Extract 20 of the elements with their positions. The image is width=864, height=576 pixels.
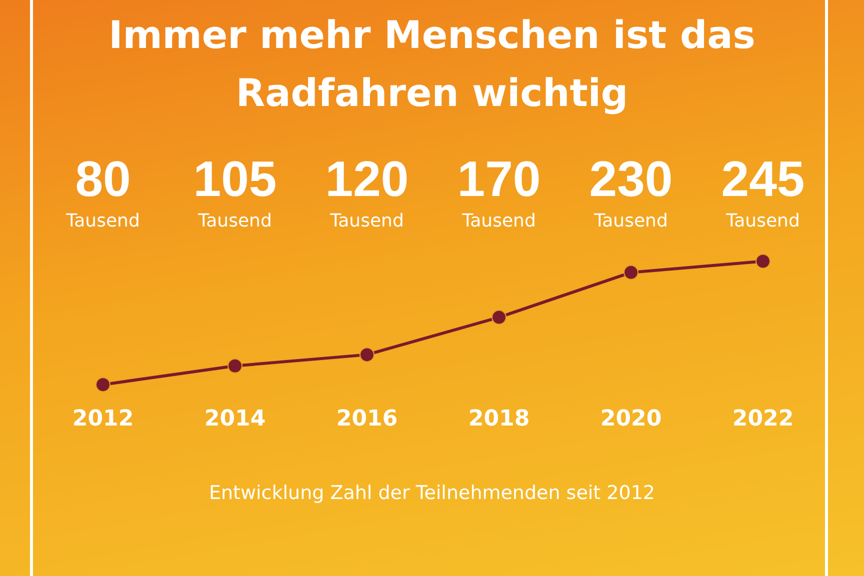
data-label: 80 Tausend (65, 150, 140, 232)
data-label: 170 Tausend (457, 150, 541, 232)
point (756, 254, 770, 269)
data-label: 245 Tausend (721, 150, 805, 232)
data-label: 105 Tausend (193, 150, 277, 232)
point (228, 358, 242, 374)
point (96, 377, 110, 392)
data-label: 230 Tausend (589, 150, 673, 232)
x-tick-label: 2014 (204, 406, 266, 432)
x-tick-label: 2022 (732, 406, 794, 432)
point (492, 310, 506, 325)
x-tick-label: 2020 (600, 406, 662, 432)
point (624, 264, 638, 280)
x-tick-label: 2012 (72, 406, 134, 432)
data-label: 120 Tausend (325, 150, 409, 232)
text: Entwicklung Zahl der Teilnehmenden seit 2012 (208, 482, 656, 504)
point (360, 347, 374, 362)
x-tick-label: 2018 (468, 406, 530, 432)
x-tick-label: 2016 (336, 406, 398, 432)
chart-title: Immer mehr Menschen ist das Radfahren wichtig (108, 12, 756, 117)
